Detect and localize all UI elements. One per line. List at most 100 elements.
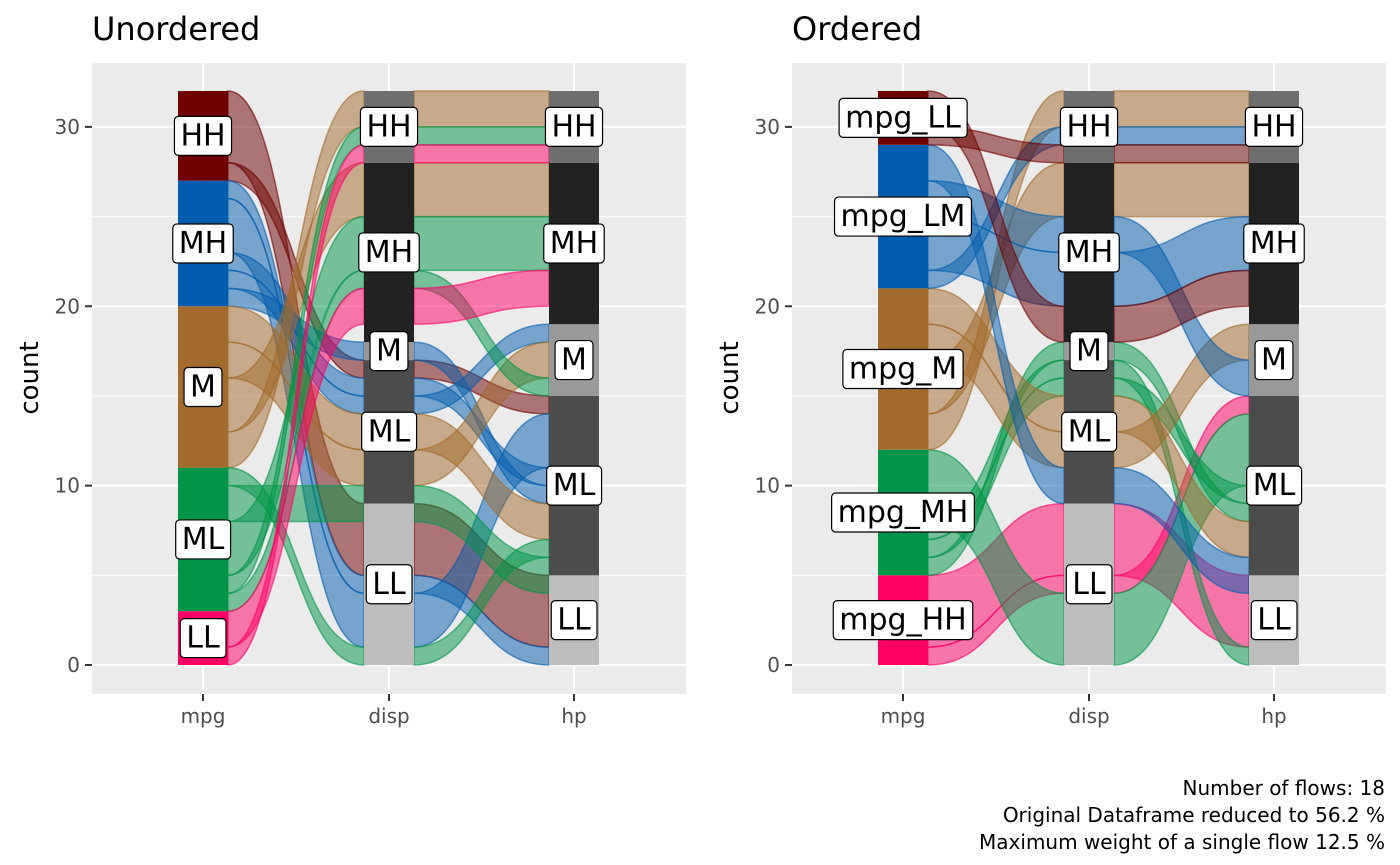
stratum-label: M (183, 366, 223, 408)
stratum-label-text: MH (1065, 235, 1113, 270)
stratum-label: mpg_LM (833, 196, 973, 237)
x-tick-label: mpg (181, 704, 226, 728)
flow-ribbon (413, 90, 550, 128)
stratum-label-box (173, 115, 233, 156)
stratum-label-box (554, 339, 594, 381)
stratum-label-box (544, 106, 604, 147)
caption-flow-count: Number of flows: 18 (1183, 776, 1386, 800)
stratum-label-box (172, 223, 234, 264)
x-tick-label: disp (1068, 704, 1109, 728)
stratum-label: mpg_HH (832, 600, 974, 641)
stratum-labels: mpg_HH mpg_MH mpg_M mpg_LM mpg_LL LL ML M MH HH LL… (831, 97, 1305, 641)
stratum-label-text: M (1261, 343, 1287, 378)
stratum-label-text: LL (1257, 603, 1291, 638)
stratum-label: M (554, 339, 594, 381)
caption-reduction: Original Dataframe reduced to 56.2 % (1003, 803, 1385, 827)
stratum-label-box (1243, 223, 1305, 264)
caption: Number of flows: 18 Original Dataframe r… (979, 776, 1385, 854)
y-tick-label: 30 (55, 115, 80, 139)
stratum-label: mpg_MH (831, 492, 975, 533)
stratum-label: LL (1250, 600, 1298, 641)
stratum-label-box (359, 106, 419, 147)
stratum-label-text: ML (182, 522, 225, 557)
stratum-label: MH (172, 223, 234, 264)
stratum-label: ML (1061, 411, 1118, 452)
stratum-label: M (1254, 339, 1294, 381)
stratum-label: ML (1246, 465, 1303, 506)
stratum-label-box (1061, 411, 1118, 452)
stratum-label-text: MH (179, 226, 227, 261)
stratum-label: MH (543, 223, 605, 264)
y-tick-label: 20 (755, 294, 780, 318)
stratum-label: HH (1244, 106, 1304, 147)
stratum-label-text: mpg_LL (845, 100, 961, 135)
stratum-label-text: ML (1068, 414, 1111, 449)
stratum-label: LL (1065, 564, 1113, 605)
y-tick-label: 0 (767, 653, 780, 677)
y-tick-label: 0 (67, 653, 80, 677)
x-axis: mpg disp hp (881, 694, 1287, 728)
stratum-label-text: HH (1066, 109, 1111, 144)
x-axis: mpg disp hp (181, 694, 587, 728)
stratum-label-text: mpg_M (849, 352, 957, 387)
stratum-label-box (831, 492, 975, 533)
y-axis-title: count (15, 341, 45, 414)
stratum-label-box (358, 232, 420, 273)
x-tick-label: mpg (881, 704, 926, 728)
flow-ribbon (1113, 161, 1250, 218)
stratum-label-box (1244, 106, 1304, 147)
y-axis-title: count (715, 341, 745, 414)
stratum-label: MH (358, 232, 420, 273)
stratum-label-text: M (376, 334, 402, 369)
panel-title: Unordered (92, 10, 260, 48)
stratum-label-box (179, 617, 227, 659)
stratum-label-text: mpg_HH (839, 603, 966, 638)
stratum-label-box (1059, 106, 1119, 147)
stratum-label: mpg_M (842, 348, 964, 390)
flows (227, 90, 550, 666)
stratum-label-box (543, 223, 605, 264)
stratum-label-text: ML (1253, 468, 1296, 503)
stratum-label-box (546, 465, 603, 506)
stratum-label: HH (544, 106, 604, 147)
stratum-label: MH (1243, 223, 1305, 264)
stratum-label: HH (173, 115, 233, 156)
stratum-label-text: HH (180, 118, 225, 153)
y-tick-label: 30 (755, 115, 780, 139)
x-tick-label: hp (561, 704, 586, 728)
stratum-label-box (1058, 232, 1120, 273)
flow-ribbon (413, 161, 550, 218)
stratum-label-text: MH (365, 235, 413, 270)
stratum-label-box (832, 600, 974, 641)
y-axis: 0 10 20 30 (55, 115, 92, 677)
stratum-label-text: ML (553, 468, 596, 503)
stratum-label: ML (546, 465, 603, 506)
stratum-label-box (1065, 564, 1113, 605)
stratum-label-box (838, 97, 968, 139)
stratum-label-text: mpg_MH (838, 495, 969, 530)
stratum-label-box (1246, 465, 1303, 506)
stratum-label: ML (361, 411, 418, 452)
stratum-label-text: LL (1072, 567, 1106, 602)
stratum-labels: LL ML M MH HH LL ML M MH HH LL ML M MH HH (172, 106, 605, 659)
flow-ribbon (1113, 90, 1250, 128)
stratum-label-box (833, 196, 973, 237)
stratum-label: LL (550, 600, 598, 641)
stratum-label: M (369, 330, 409, 372)
stratum-label-text: MH (550, 226, 598, 261)
flow-ribbon (1113, 126, 1250, 146)
y-tick-label: 20 (55, 294, 80, 318)
stratum-label-text: M (561, 343, 587, 378)
stratum-label-text: HH (366, 109, 411, 144)
stratum-label-text: LL (186, 621, 220, 656)
stratum-label-box (175, 519, 232, 560)
stratum-label: mpg_LL (838, 97, 968, 139)
flow-ribbon (413, 215, 550, 272)
flows (927, 90, 1250, 666)
flow-ribbon (1113, 144, 1250, 164)
stratum-label-text: LL (372, 567, 406, 602)
y-tick-label: 10 (55, 474, 80, 498)
stratum-label-text: LL (557, 603, 591, 638)
y-axis: 0 10 20 30 (755, 115, 792, 677)
stratum-label-box (1254, 339, 1294, 381)
